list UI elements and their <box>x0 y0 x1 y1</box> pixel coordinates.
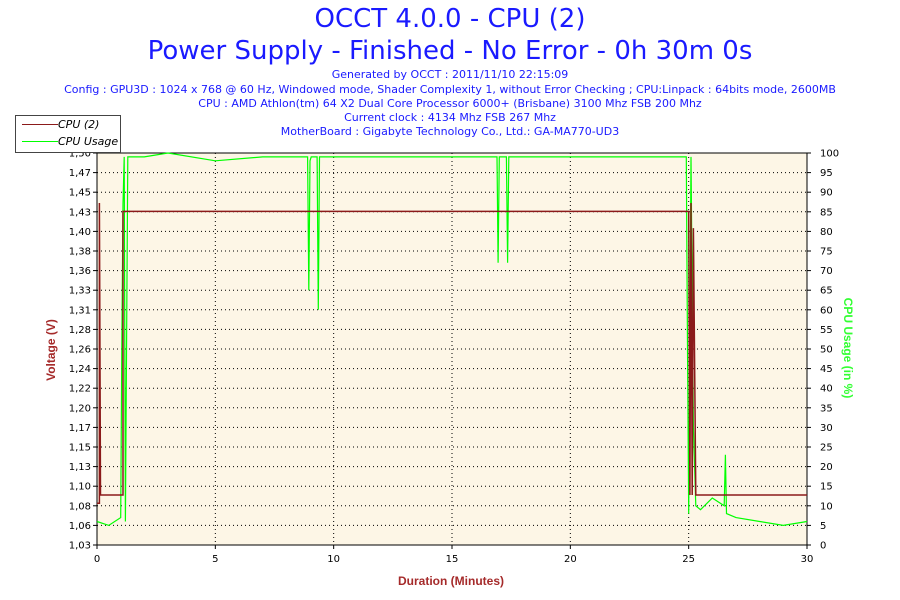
y-left-tick-label: 1,06 <box>69 521 91 532</box>
y-left-tick-label: 1,20 <box>69 403 91 414</box>
y-right-tick-label: 70 <box>820 266 833 277</box>
y-left-tick-label: 1,40 <box>69 227 91 238</box>
y-right-tick-label: 20 <box>820 462 833 473</box>
y-left-tick-label: 1,43 <box>69 207 91 218</box>
y-left-tick-label: 1,10 <box>69 482 91 493</box>
y-axis-left-label: Voltage (V) <box>44 319 58 381</box>
legend-swatch-cpu-usage <box>22 141 58 142</box>
y-left-tick-label: 1,31 <box>69 305 91 316</box>
x-tick-label: 0 <box>94 554 100 565</box>
chart-subtitle: Power Supply - Finished - No Error - 0h … <box>147 36 753 66</box>
y-right-tick-label: 5 <box>820 521 826 532</box>
legend-label-cpu-usage: CPU Usage <box>58 135 119 148</box>
y-right-tick-label: 85 <box>820 207 833 218</box>
y-right-tick-label: 50 <box>820 345 833 356</box>
motherboard-info: MotherBoard : Gigabyte Technology Co., L… <box>280 125 620 138</box>
y-right-tick-label: 60 <box>820 305 833 316</box>
generated-info: Generated by OCCT : 2011/11/10 22:15:09 <box>331 68 569 81</box>
y-right-tick-label: 100 <box>820 149 839 160</box>
y-left-tick-label: 1,22 <box>69 384 91 395</box>
y-left-tick-label: 1,15 <box>69 443 91 454</box>
y-axis-right-label: CPU Usage (in %) <box>841 298 855 399</box>
config-info: Config : GPU3D : 1024 x 768 @ 60 Hz, Win… <box>64 83 836 96</box>
series-line-cpu2-voltage <box>97 202 807 505</box>
chart-title: OCCT 4.0.0 - CPU (2) <box>314 4 586 34</box>
clock-info: Current clock : 4134 Mhz FSB 267 Mhz <box>344 111 556 124</box>
y-left-tick-label: 1,28 <box>69 325 91 336</box>
x-tick-label: 5 <box>212 554 218 565</box>
y-left-tick-label: 1,45 <box>69 188 91 199</box>
y-left-tick-label: 1,24 <box>69 364 91 375</box>
y-right-tick-label: 45 <box>820 364 833 375</box>
y-right-tick-label: 75 <box>820 247 833 258</box>
x-tick-label: 10 <box>327 554 340 565</box>
y-left-tick-label: 1,08 <box>69 501 91 512</box>
y-right-tick-label: 35 <box>820 403 833 414</box>
y-left-tick-label: 1,47 <box>69 168 91 179</box>
y-left-tick-label: 1,03 <box>69 541 91 552</box>
plot-frame <box>96 152 808 546</box>
legend: CPU (2) CPU Usage <box>15 115 121 153</box>
axes: 0 5 10 15 20 25 301,03 01,06 51,08 101,10 151,13 20… <box>69 149 839 566</box>
y-left-tick-label: 1,17 <box>69 423 91 434</box>
series-lines <box>96 152 808 527</box>
y-right-tick-label: 30 <box>820 423 833 434</box>
legend-swatch-cpu2 <box>22 124 58 125</box>
x-tick-label: 30 <box>801 554 814 565</box>
y-left-tick-label: 1,36 <box>69 266 91 277</box>
y-right-tick-label: 25 <box>820 443 833 454</box>
legend-item-cpu-usage: CPU Usage <box>16 134 120 150</box>
legend-label-cpu2: CPU (2) <box>58 118 100 131</box>
y-right-tick-label: 95 <box>820 168 833 179</box>
y-right-tick-label: 0 <box>820 541 826 552</box>
series-line-cpu-usage <box>96 152 808 527</box>
y-right-tick-label: 40 <box>820 384 833 395</box>
y-left-tick-label: 1,33 <box>69 286 91 297</box>
x-tick-label: 15 <box>446 554 459 565</box>
y-right-tick-label: 65 <box>820 286 833 297</box>
y-right-tick-label: 55 <box>820 325 833 336</box>
x-axis-label: Duration (Minutes) <box>398 574 504 588</box>
legend-item-cpu2: CPU (2) <box>16 117 120 133</box>
y-right-tick-label: 90 <box>820 188 833 199</box>
y-right-tick-label: 80 <box>820 227 833 238</box>
y-left-tick-label: 1,26 <box>69 345 91 356</box>
y-left-tick-label: 1,13 <box>69 462 91 473</box>
y-left-tick-label: 1,38 <box>69 247 91 258</box>
cpu-info: CPU : AMD Athlon(tm) 64 X2 Dual Core Pro… <box>198 97 702 110</box>
y-right-tick-label: 15 <box>820 482 833 493</box>
y-right-tick-label: 10 <box>820 501 833 512</box>
x-tick-label: 20 <box>564 554 577 565</box>
y-left-tick-label: 1,50 <box>69 149 91 160</box>
x-tick-label: 25 <box>682 554 695 565</box>
